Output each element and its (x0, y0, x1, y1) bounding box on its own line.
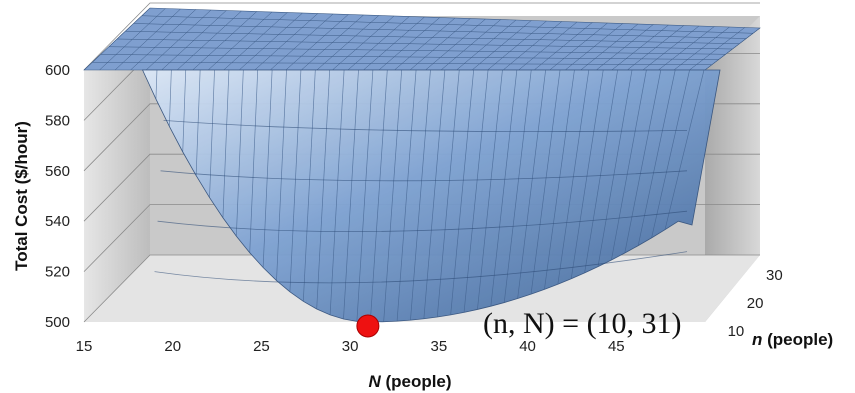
z-tick-label: 500 (45, 314, 70, 331)
x-tick-label: 45 (608, 338, 625, 355)
z-tick-label: 580 (45, 112, 70, 129)
cost-surface (141, 69, 721, 323)
y-tick-label: 10 (728, 323, 745, 340)
minimum-marker (356, 314, 380, 338)
x-tick-labels: 15 20 25 30 35 40 45 (76, 338, 625, 355)
z-tick-label: 520 (45, 264, 70, 281)
x-tick-label: 30 (342, 338, 359, 355)
x-axis-var: N (368, 372, 381, 391)
x-axis-title: N (people) (368, 372, 451, 391)
z-tick-label: 560 (45, 163, 70, 180)
y-tick-label: 20 (747, 295, 764, 312)
y-axis-title: n (people) (752, 330, 833, 349)
z-gridline (83, 2, 760, 71)
y-axis-var: n (752, 330, 762, 349)
z-tick-label: 540 (45, 213, 70, 230)
plateau-top (83, 7, 761, 71)
y-axis-unit: (people) (762, 330, 833, 349)
minimum-annotation: (n, N) = (10, 31) (483, 307, 682, 340)
x-axis-unit: (people) (381, 372, 452, 391)
x-tick-label: 35 (431, 338, 448, 355)
y-tick-label: 30 (766, 267, 783, 284)
x-tick-label: 25 (253, 338, 270, 355)
z-tick-label: 600 (45, 62, 70, 79)
x-tick-label: 40 (519, 338, 536, 355)
left-wall (84, 16, 150, 322)
x-tick-label: 20 (164, 338, 181, 355)
right-wall (705, 16, 760, 322)
z-axis-title: Total Cost ($/hour) (12, 121, 31, 271)
x-tick-label: 15 (76, 338, 93, 355)
z-tick-labels: 500 520 540 560 580 600 (45, 62, 70, 331)
